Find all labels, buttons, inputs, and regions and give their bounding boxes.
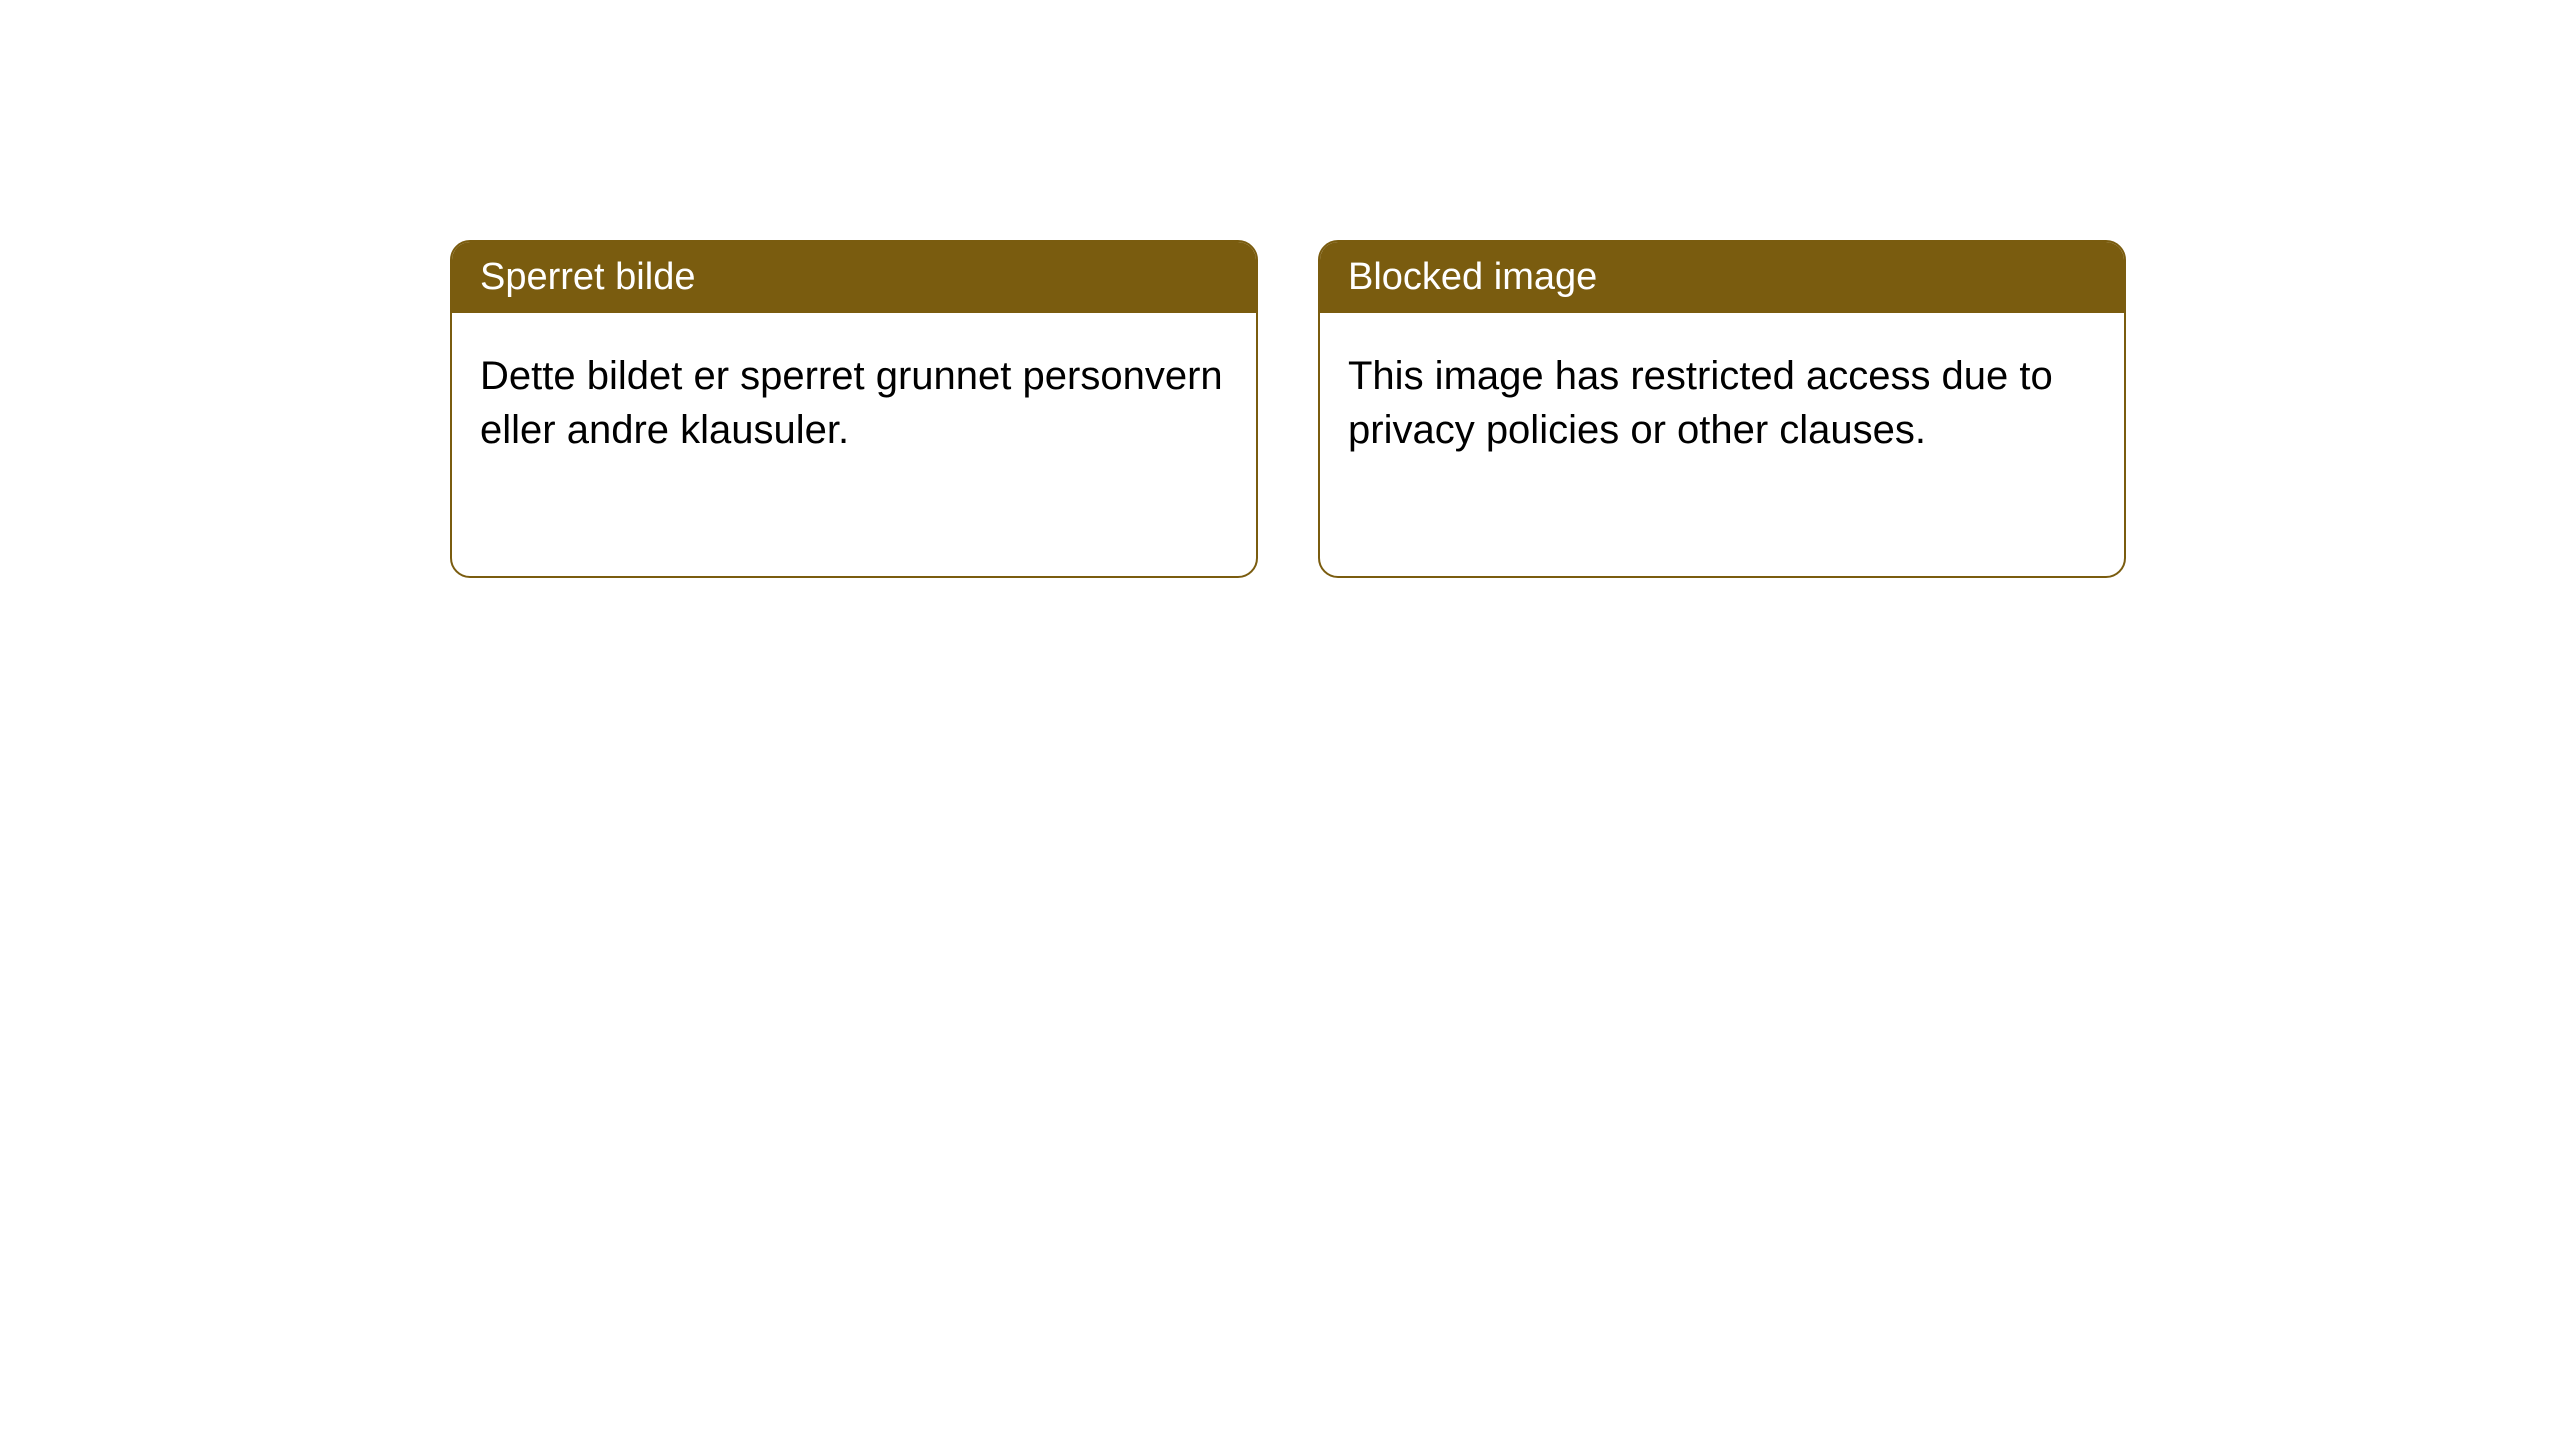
card-body-english: This image has restricted access due to … [1320,313,2124,493]
card-title-norwegian: Sperret bilde [452,242,1256,313]
card-body-norwegian: Dette bildet er sperret grunnet personve… [452,313,1256,493]
blocked-image-card-english: Blocked image This image has restricted … [1318,240,2126,578]
blocked-image-cards: Sperret bilde Dette bildet er sperret gr… [450,240,2126,578]
blocked-image-card-norwegian: Sperret bilde Dette bildet er sperret gr… [450,240,1258,578]
card-title-english: Blocked image [1320,242,2124,313]
